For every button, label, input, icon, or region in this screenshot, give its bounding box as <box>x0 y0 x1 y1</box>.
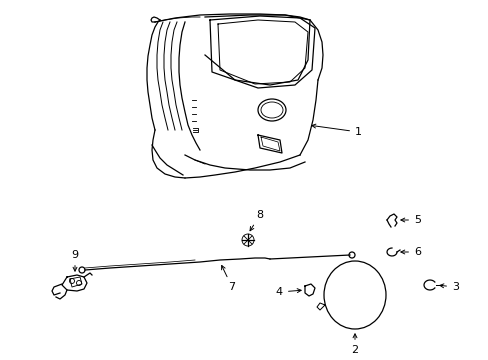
Text: 3: 3 <box>439 282 458 292</box>
Text: 6: 6 <box>400 247 420 257</box>
Text: 8: 8 <box>249 210 263 231</box>
Text: 1: 1 <box>311 124 361 137</box>
Text: 5: 5 <box>400 215 420 225</box>
Text: 7: 7 <box>221 265 235 292</box>
Text: 9: 9 <box>71 250 79 271</box>
Text: 4: 4 <box>275 287 301 297</box>
Text: 2: 2 <box>351 334 358 355</box>
